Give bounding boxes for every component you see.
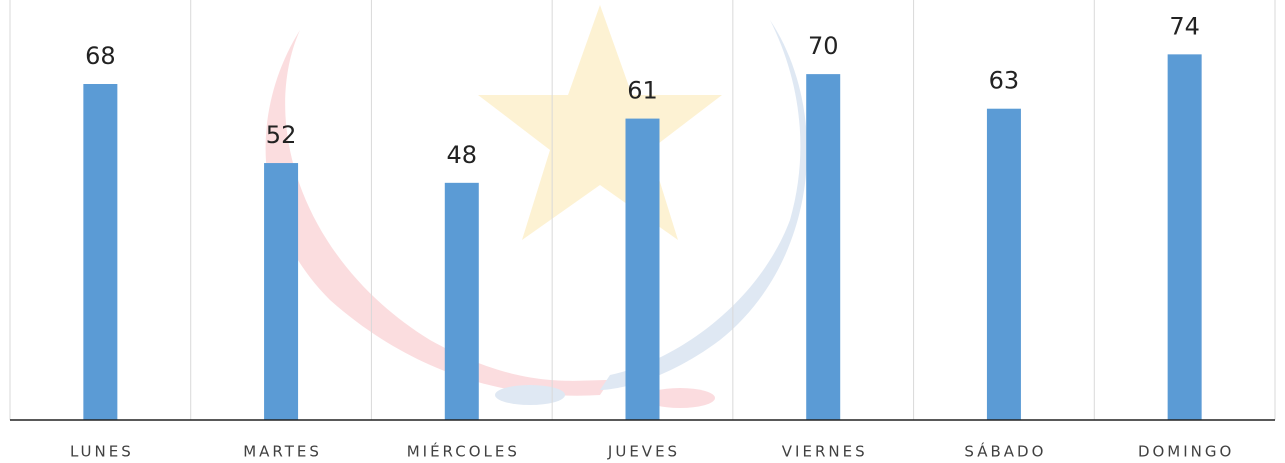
x-tick-label: VIERNES <box>782 443 868 461</box>
watermark-right-branch <box>600 20 808 390</box>
bar <box>806 74 841 420</box>
watermark <box>265 5 808 408</box>
watermark-left-branch <box>265 30 610 396</box>
bar <box>1167 54 1202 421</box>
data-label: 52 <box>266 121 297 149</box>
x-tick-label: SÁBADO <box>964 442 1046 461</box>
bar <box>625 118 660 421</box>
data-label: 74 <box>1169 12 1200 40</box>
x-tick-label: MARTES <box>243 443 322 461</box>
x-tick-label: JUEVES <box>607 443 680 461</box>
data-label: 61 <box>627 77 658 105</box>
grid <box>9 0 1276 420</box>
bar <box>444 182 479 420</box>
watermark-ribbon <box>645 388 715 408</box>
data-label: 68 <box>85 42 116 70</box>
plot: 68 LUNES 52 MARTES 48 MIÉRCOLES 61 JUEVES 70 VIER… <box>70 12 1234 461</box>
data-label: 48 <box>447 141 478 169</box>
bar <box>264 163 299 420</box>
bar <box>986 108 1021 421</box>
watermark-star <box>478 5 722 240</box>
data-label: 70 <box>808 32 839 60</box>
x-tick-label: MIÉRCOLES <box>407 442 520 461</box>
x-tick-label: LUNES <box>70 443 134 461</box>
x-tick-label: DOMINGO <box>1138 443 1234 461</box>
watermark-ribbon <box>495 385 565 405</box>
data-label: 63 <box>989 67 1020 95</box>
bar <box>83 84 118 420</box>
